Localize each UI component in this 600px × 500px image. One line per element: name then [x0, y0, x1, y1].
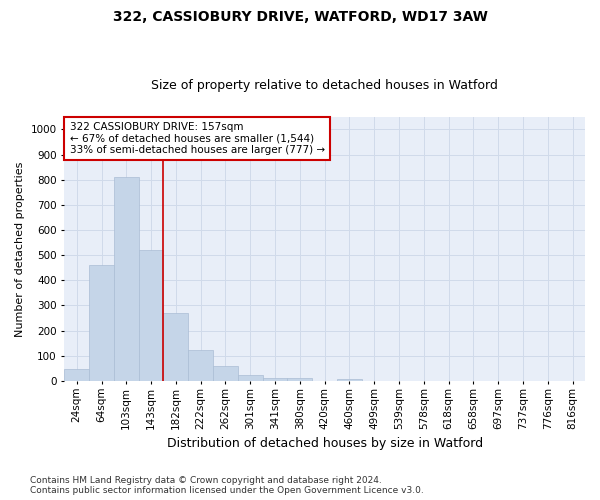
Text: 322 CASSIOBURY DRIVE: 157sqm
← 67% of detached houses are smaller (1,544)
33% of: 322 CASSIOBURY DRIVE: 157sqm ← 67% of de… [70, 122, 325, 156]
Bar [337, 379, 362, 381]
Y-axis label: Number of detached properties: Number of detached properties [15, 161, 25, 336]
Bar [139, 250, 163, 381]
Text: 322, CASSIOBURY DRIVE, WATFORD, WD17 3AW: 322, CASSIOBURY DRIVE, WATFORD, WD17 3AW [113, 10, 487, 24]
X-axis label: Distribution of detached houses by size in Watford: Distribution of detached houses by size … [167, 437, 483, 450]
Bar [163, 313, 188, 381]
Bar [263, 378, 287, 381]
Bar [287, 378, 312, 381]
Bar [114, 177, 139, 381]
Bar [64, 370, 89, 381]
Bar [213, 366, 238, 381]
Bar [238, 376, 263, 381]
Title: Size of property relative to detached houses in Watford: Size of property relative to detached ho… [151, 79, 498, 92]
Bar [188, 350, 213, 381]
Text: Contains HM Land Registry data © Crown copyright and database right 2024.
Contai: Contains HM Land Registry data © Crown c… [30, 476, 424, 495]
Bar [89, 265, 114, 381]
